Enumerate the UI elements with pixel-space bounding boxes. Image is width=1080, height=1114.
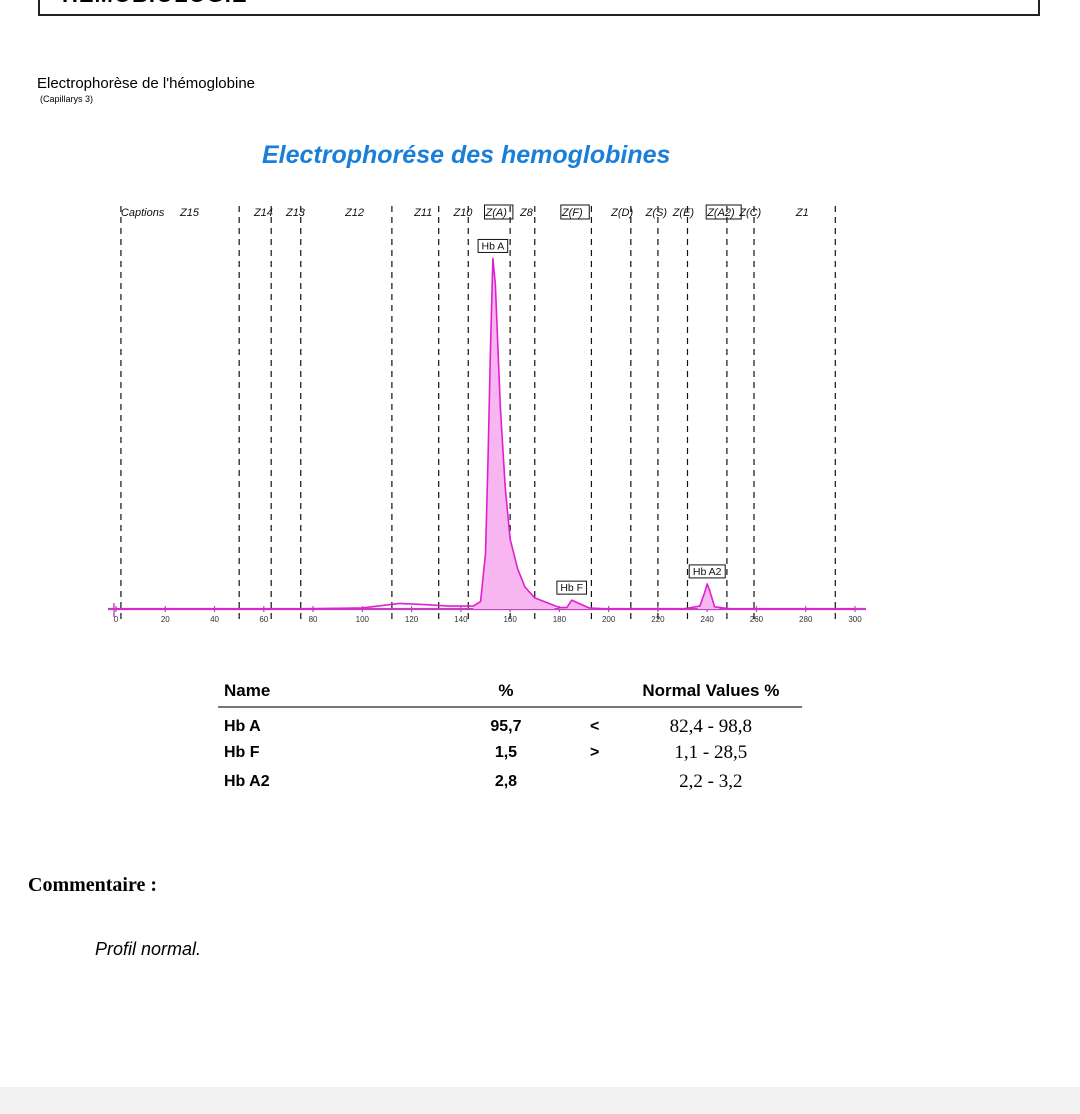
peak-area-fill (473, 258, 555, 609)
zone-label: Z(A2) (706, 207, 735, 219)
zone-label: Z(D) (610, 207, 633, 219)
col-header-normal: Normal Values % (619, 676, 802, 708)
zone-label: Z13 (285, 207, 306, 219)
peak-label: Hb A2 (693, 566, 722, 578)
col-header-name: Name (218, 676, 422, 708)
x-tick-label: 100 (356, 615, 370, 624)
zone-label-box (560, 204, 590, 220)
x-tick-label: 0 (114, 615, 119, 624)
peak-area-fill (697, 583, 720, 609)
zone-label: Z1 (795, 207, 809, 219)
col-header-cmp (589, 676, 620, 708)
electrophoresis-curve (116, 257, 855, 610)
row-pct: 2,8 (494, 772, 518, 790)
chart-title: Electrophorése des hemoglobines (262, 141, 671, 169)
section-header-box: HÉMOBIOLOGIE (38, 0, 1040, 16)
zone-label: Z(E) (672, 207, 695, 219)
zone-label: Z11 (413, 207, 432, 219)
zone-label: Z8 (519, 207, 534, 219)
peak-label-box (556, 580, 588, 595)
table-row: Hb A2 2,8 2,2 - 3,2 (218, 767, 802, 796)
exam-title: Electrophorèse de l'hémoglobine (37, 75, 256, 92)
row-name: Hb A (224, 718, 261, 735)
x-tick-label: 260 (750, 615, 764, 624)
x-tick-label: 80 (309, 615, 318, 624)
row-name: Hb F (224, 743, 260, 761)
peak-label-box (688, 564, 726, 579)
zone-label: Z12 (344, 207, 364, 219)
zone-label: Z(F) (561, 207, 583, 219)
results-header-row: Name % Normal Values % (218, 676, 802, 708)
zone-label: Z(S) (645, 207, 668, 219)
comment-text: Profil normal. (95, 939, 202, 959)
zone-label: Z(A) (485, 207, 508, 219)
row-flag: > (589, 743, 600, 761)
peak-area-fill (559, 600, 597, 609)
exam-subtitle: (Capillarys 3) (40, 94, 94, 104)
zone-label: Z15 (179, 207, 200, 219)
zone-label: Z10 (452, 207, 473, 219)
row-flag: < (589, 718, 600, 735)
x-tick-label: 200 (602, 615, 616, 624)
zone-label: Z14 (253, 207, 273, 219)
electrophoresis-chart: Captions Z15 Z14 Z13 Z12 Z11 Z10 Z(A) Z8 Z(F) Z(D)… (108, 204, 866, 624)
x-tick-label: 40 (210, 615, 219, 624)
x-tick-label: 160 (503, 615, 517, 624)
x-tick-label: 180 (553, 615, 567, 624)
col-header-pct: % (421, 676, 590, 708)
table-row: Hb F 1,5 > 1,1 - 28,5 (218, 738, 802, 767)
x-tick-label: 140 (454, 615, 468, 624)
row-pct: 1,5 (494, 743, 518, 761)
row-normal: 82,4 - 98,8 (669, 716, 752, 737)
section-title: HÉMOBIOLOGIE (62, 0, 248, 8)
zone-label-box (484, 204, 514, 220)
zone-label: Z(C) (738, 207, 761, 219)
results-table: Name % Normal Values % Hb A 95,7 < 82,4 … (218, 676, 802, 796)
zone-label-box (705, 204, 742, 220)
row-flag (590, 767, 620, 796)
comment-label: Commentaire : (28, 874, 158, 896)
peak-label-box (477, 238, 509, 253)
x-tick-label: 280 (799, 615, 813, 624)
footer-bar (0, 1087, 1080, 1114)
zone-label: Captions (121, 207, 165, 219)
x-tick-label: 240 (701, 615, 715, 624)
x-tick-label: 300 (848, 615, 862, 624)
x-tick-label: 220 (651, 615, 665, 624)
x-tick-label: 120 (405, 615, 419, 624)
peak-label: Hb A (482, 240, 505, 252)
row-normal: 1,1 - 28,5 (674, 741, 748, 763)
table-row: Hb A 95,7 < 82,4 - 98,8 (218, 707, 802, 738)
peak-label: Hb F (560, 582, 583, 594)
x-tick-label: 20 (161, 615, 170, 624)
row-normal: 2,2 - 3,2 (679, 770, 743, 792)
row-name: Hb A2 (224, 772, 270, 790)
row-pct: 95,7 (490, 718, 522, 735)
x-tick-label: 60 (259, 615, 268, 624)
